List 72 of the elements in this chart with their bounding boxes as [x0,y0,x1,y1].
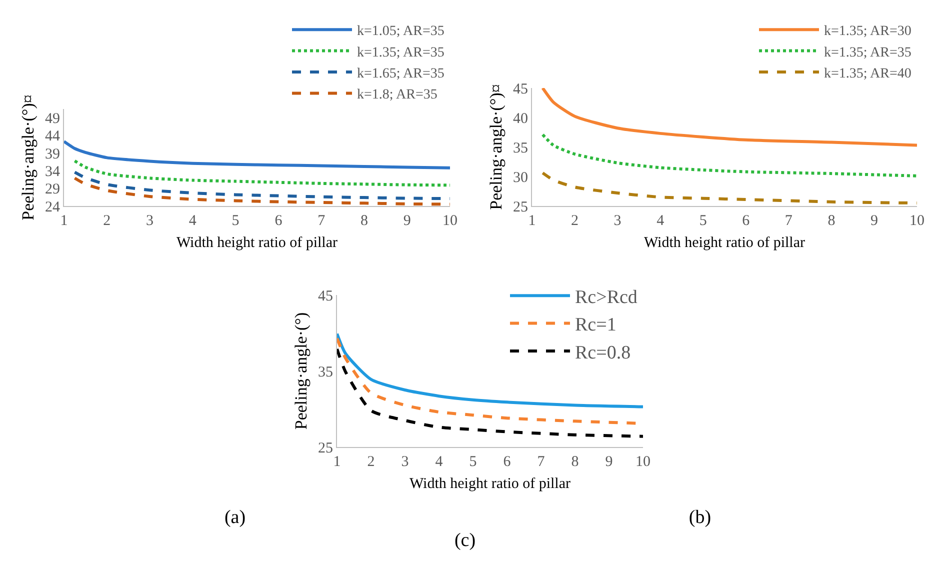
x-tick-label: 8 [571,454,579,470]
x-tick-label: 7 [537,454,546,470]
x-tick-label: 2 [571,213,579,229]
x-tick-label: 9 [403,213,411,229]
x-tick-label: 8 [828,213,836,229]
legend-label: k=1.35; AR=35 [357,45,444,60]
y-tick-label: 34 [45,164,60,180]
y-tick-label: 40 [513,110,528,127]
legend-label: k=1.35; AR=40 [824,66,912,82]
x-tick-label: 2 [103,213,111,229]
x-tick-label: 9 [605,454,613,470]
x-tick-label: 10 [442,213,458,229]
x-axis-title: Width height ratio of pillar [176,235,338,251]
x-axis-title: Width height ratio of pillar [644,235,806,251]
y-tick-label: 29 [45,182,60,198]
text: (a) [223,507,247,529]
x-tick-label: 4 [188,213,197,229]
legend-label: k=1.8; AR=35 [357,88,438,103]
legend-label: k=1.35; AR=35 [824,45,912,60]
y-axis-title: Peeling·angle·(°) [292,312,311,430]
x-tick-label: 5 [699,213,707,229]
line-series [541,171,917,205]
x-tick-label: 9 [870,213,878,229]
line-series [337,332,643,408]
line-series [73,170,450,200]
x-tick-label: 3 [401,454,409,470]
y-tick-label: 35 [513,140,528,156]
x-tick-label: 1 [60,213,68,229]
text: (b) [688,507,712,529]
x-tick-label: 2 [367,454,375,470]
y-tick-label: 44 [45,128,60,145]
x-tick-label: 1 [528,213,536,229]
y-tick-label: 30 [513,170,528,186]
text: (c) [453,530,477,552]
x-tick-label: 1 [333,454,341,470]
y-tick-label: 45 [318,288,333,304]
x-tick-label: 5 [232,213,240,229]
y-tick-label: 35 [318,364,333,380]
x-tick-label: 5 [469,454,477,470]
x-tick-label: 6 [503,454,512,470]
x-axis-title: Width height ratio of pillar [409,476,571,492]
line-series [64,140,450,170]
x-tick-label: 4 [435,454,444,470]
legend-label: Rc>Rcd [575,287,638,308]
y-tick-label: 25 [513,199,528,216]
x-tick-label: 8 [360,213,368,229]
line-series [541,133,917,178]
x-tick-label: 4 [656,213,665,229]
x-tick-label: 7 [318,213,326,229]
legend-label: k=1.35; AR=30 [824,24,912,40]
y-tick-label: 49 [45,111,60,128]
y-tick-label: 25 [318,440,333,456]
line-series [73,159,450,187]
line-series [73,176,450,206]
x-tick-label: 3 [146,213,154,229]
y-tick-label: 45 [513,81,528,98]
y-tick-label: 39 [45,146,60,162]
y-tick-label: 24 [45,199,60,216]
x-tick-label: 6 [274,213,283,229]
line-series [541,88,917,147]
legend-label: Rc=0.8 [575,342,631,364]
x-tick-label: 6 [742,213,750,229]
line-series [337,347,643,438]
y-axis-title: Peeling·angle·(°)¤ [18,94,38,220]
legend-label: k=1.05; AR=35 [357,24,444,40]
legend-label: k=1.65; AR=35 [357,66,444,82]
x-tick-label: 10 [636,454,650,470]
x-tick-label: 10 [910,213,924,229]
x-tick-label: 7 [784,213,793,229]
legend-label: Rc=1 [575,314,616,336]
x-tick-label: 3 [614,213,622,229]
y-axis-title: Peeling·angle·(°)¤ [486,84,506,210]
